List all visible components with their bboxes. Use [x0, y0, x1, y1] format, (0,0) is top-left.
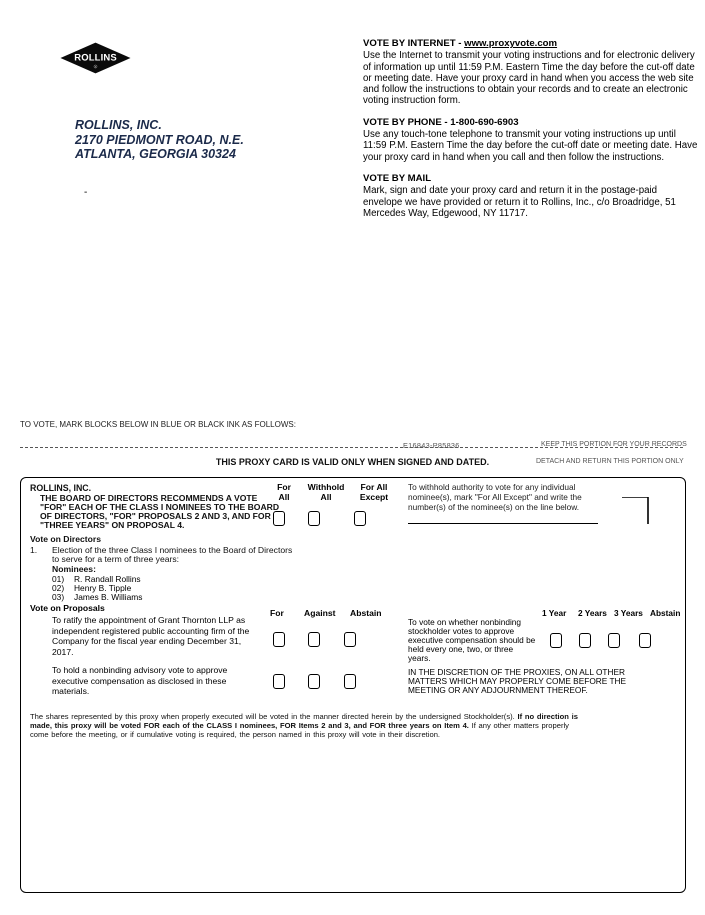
svg-text:R: R	[95, 66, 96, 68]
svg-text:ROLLINS: ROLLINS	[74, 53, 117, 63]
